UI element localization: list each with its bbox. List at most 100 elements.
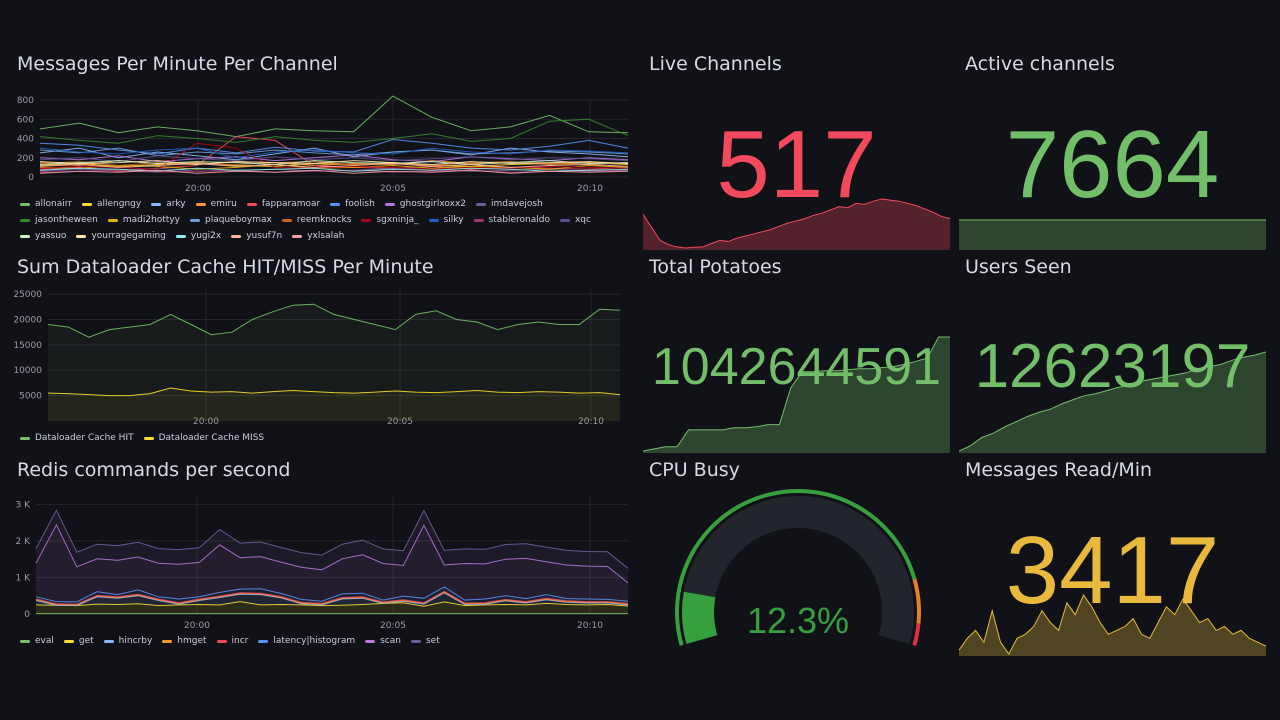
series-line-silky [39,147,629,159]
legend-item[interactable]: reemknocks [281,215,351,225]
cpu-gauge [674,488,921,646]
legend-item[interactable]: foolish [330,199,375,209]
legend-item[interactable]: Dataloader Cache HIT [20,433,134,443]
active-channels-sparkline [959,219,1266,250]
panel-title: Messages Read/Min [965,459,1153,481]
legend-item[interactable]: set [410,636,440,646]
legend-item[interactable]: silky [428,215,464,225]
legend-swatch [410,639,421,643]
messages-read-value: 3417 [1005,517,1220,624]
series-line-Dataloader Cache MISS [47,387,621,397]
series-line-xqc [39,155,629,163]
users-seen-panel: Users Seen 12623197 [959,248,1266,453]
legend-item[interactable]: yxlsalah [292,231,344,241]
legend-item[interactable]: fapparamoar [246,199,320,209]
active-channels-value: 7664 [1005,111,1220,218]
legend-label: ghostgirlxoxx2 [399,199,466,209]
series-line-hincrby [35,592,629,607]
legend-item[interactable]: xqc [559,215,591,225]
panel-title: Users Seen [965,256,1072,278]
legend-item[interactable]: jasontheween [20,215,98,225]
series-line-set [35,509,629,569]
gauge-threshold-arc [912,578,921,624]
legend-item[interactable]: imdavejosh [476,199,543,209]
series-line-allonairr [39,95,629,138]
legend-label: sgxninja_ [376,215,419,225]
series-line-get [35,601,629,607]
legend-item[interactable]: incr [216,636,249,646]
y-tick-label: 10000 [13,366,42,376]
series-area-Dataloader Cache MISS [48,388,620,421]
legend-swatch [175,234,186,238]
sparkline-area [959,352,1266,453]
y-tick-label: 1 K [16,573,32,583]
x-tick-label: 20:05 [387,417,413,427]
gauge-value-arc [682,591,718,644]
legend-label: get [78,636,94,646]
legend-item[interactable]: arky [151,199,186,209]
x-tick-label: 20:10 [577,184,603,193]
legend-label: allengngy [96,199,142,209]
legend-item[interactable]: stableronaldo [473,215,550,225]
legend-item[interactable]: hincrby [103,636,153,646]
legend-label: hmget [177,636,207,646]
redis-chart[interactable]: 0 1 K 2 K 3 K 20:00 20:05 20:10 [10,488,630,633]
legend-label: allonairr [35,199,72,209]
legend-swatch [107,218,118,222]
gauge-threshold-arc [674,488,917,646]
panel-title: CPU Busy [649,459,740,481]
legend-swatch [476,202,486,206]
y-tick-label: 0 [28,173,34,183]
legend-item[interactable]: eval [20,636,54,646]
legend-item[interactable]: yugi2x [175,231,221,241]
legend-swatch [292,234,303,238]
legend-item[interactable]: allonairr [20,199,72,209]
legend-item[interactable]: emiru [195,199,237,209]
panel-title: Live Channels [649,53,782,75]
messages-read-sparkline [959,593,1266,656]
legend-label: imdavejosh [491,199,543,209]
legend-item[interactable]: plaqueboymax [189,215,272,225]
legend-item[interactable]: Dataloader Cache MISS [143,433,264,443]
legend-item[interactable]: allengngy [81,199,142,209]
legend-label: scan [380,636,401,646]
legend-label: stableronaldo [488,215,550,225]
legend-item[interactable]: madi2hottyy [107,215,180,225]
legend-item[interactable]: sgxninja_ [361,215,419,225]
legend-label: hincrby [118,636,153,646]
legend-swatch [151,202,162,206]
legend-swatch [20,218,30,222]
legend-item[interactable]: yassuo [20,231,66,241]
y-tick-label: 15000 [13,341,42,351]
legend-label: yourragegaming [91,231,166,241]
x-tick-label: 20:10 [578,417,604,427]
sparkline-line [959,351,1266,452]
legend-item[interactable]: yourragegaming [76,231,166,241]
legend-item[interactable]: latency|histogram [258,636,355,646]
y-tick-label: 2 K [16,537,32,547]
series-area-scan [36,524,628,602]
y-tick-label: 200 [17,154,34,164]
panel-title: Messages Per Minute Per Channel [17,53,338,75]
legend-swatch [63,639,74,643]
legend-item[interactable]: ghostgirlxoxx2 [384,199,466,209]
legend-item[interactable]: yusuf7n [231,231,282,241]
legend-label: incr [231,636,249,646]
sparkline-line [643,198,950,249]
y-tick-label: 3 K [16,500,32,510]
redis-legend: eval get hincrby hmget incr latency|histogram… [20,636,620,646]
legend-swatch [428,218,439,222]
legend-item[interactable]: scan [365,636,401,646]
total-potatoes-value: 1042644591 [651,338,942,396]
legend-item[interactable]: hmget [162,636,207,646]
legend-swatch [473,218,484,222]
legend-label: silky [443,215,464,225]
series-area-latency|histogram [36,586,628,605]
y-tick-label: 20000 [13,315,42,325]
messages-chart[interactable]: 0 200 400 600 800 20:00 20:05 20:10 [10,88,630,193]
legend-item[interactable]: get [63,636,94,646]
dataloader-chart[interactable]: 5000 10000 15000 20000 25000 20:00 20:05 20:10 [10,280,630,430]
panel-title: Redis commands per second [17,459,291,481]
messages-read-panel: Messages Read/Min 3417 [959,451,1266,656]
series-line-Dataloader Cache HIT [47,303,621,338]
